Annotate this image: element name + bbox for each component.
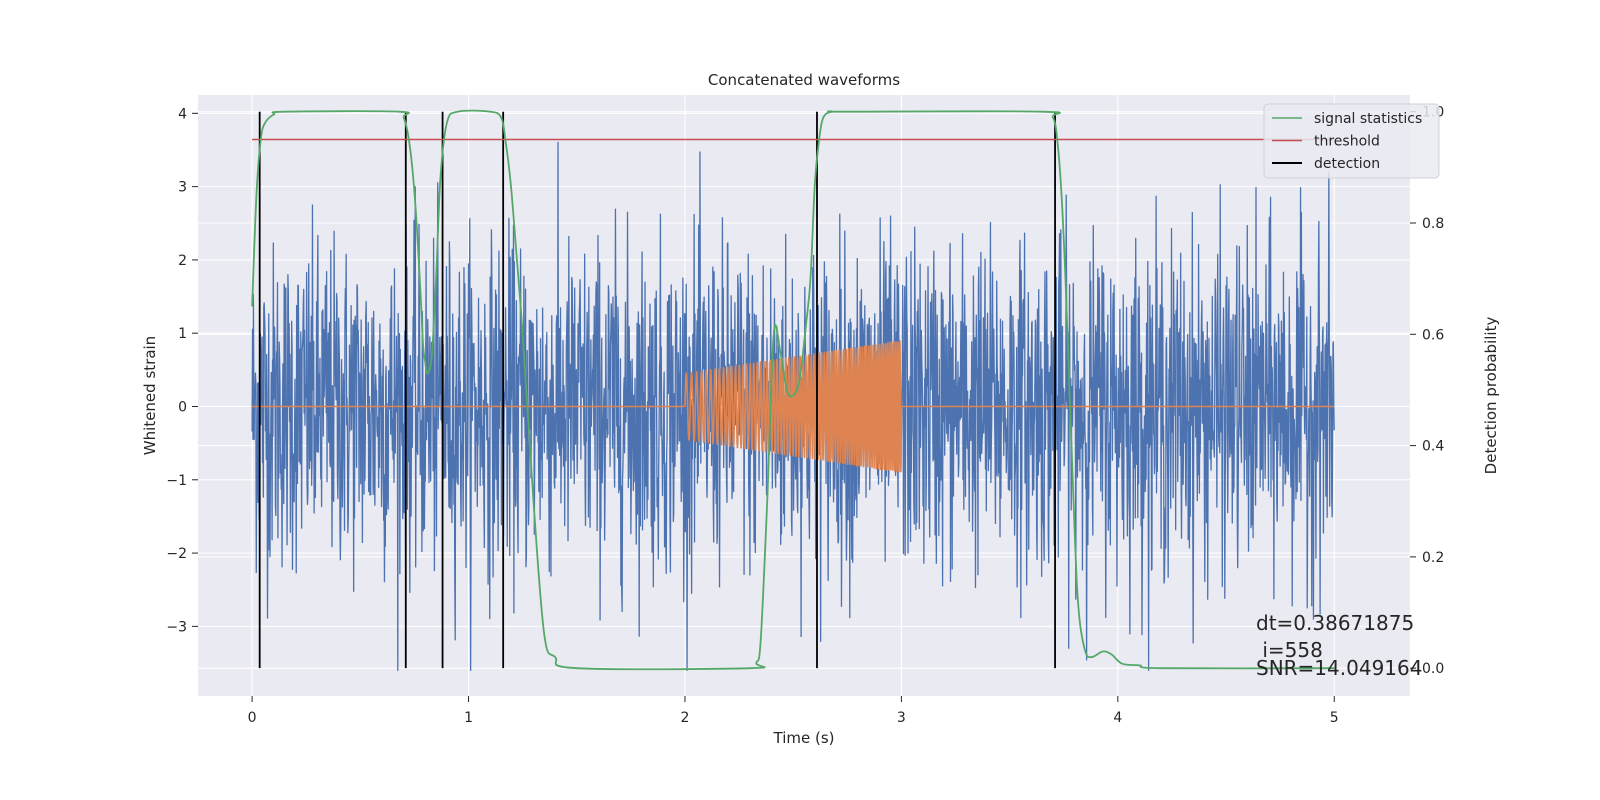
y-axis-right-label: Detection probability [1482,317,1500,475]
series-injected-waveform [252,339,1335,473]
x-axis-label: Time (s) [773,729,835,747]
y-tick-label-7: 4 [178,106,187,122]
y-right-tick-label-2: 0.4 [1422,439,1444,455]
legend: signal statistics threshold detection [1263,103,1440,179]
x-tick-label-5: 5 [1330,710,1339,726]
legend-label-threshold: threshold [1314,134,1380,150]
plot-layer [251,109,1335,671]
chart-title: Concatenated waveforms [708,71,900,89]
y-tick-label-1: −2 [166,546,187,562]
y-tick-label-0: −3 [166,619,187,635]
annotation-index: i=558 [1256,638,1323,662]
x-tick-label-1: 1 [464,710,473,726]
annotation-dt: dt=0.38671875 [1256,611,1414,635]
y-tick-label-2: −1 [166,473,187,489]
annotation-snr: SNR=14.049164 [1256,656,1422,680]
y-axis-label: Whitened strain [141,336,159,455]
x-tick-label-0: 0 [248,710,257,726]
y-tick-label-3: 0 [178,399,187,415]
y-right-tick-label-0: 0.0 [1422,661,1444,677]
series-signal-statistics [251,109,1335,671]
y-tick-label-5: 2 [178,253,187,269]
y-right-tick-label-1: 0.2 [1422,550,1444,566]
legend-label-signal-statistics: signal statistics [1314,111,1422,127]
y-right-tick-label-3: 0.6 [1422,327,1444,343]
x-tick-label-2: 2 [681,710,690,726]
y-tick-label-4: 1 [178,326,187,342]
x-tick-label-4: 4 [1113,710,1122,726]
y-right-tick-label-4: 0.8 [1422,216,1444,232]
legend-label-detection: detection [1314,156,1380,172]
x-tick-label-3: 3 [897,710,906,726]
y-tick-label-6: 3 [178,180,187,196]
legend-box [1263,103,1440,179]
